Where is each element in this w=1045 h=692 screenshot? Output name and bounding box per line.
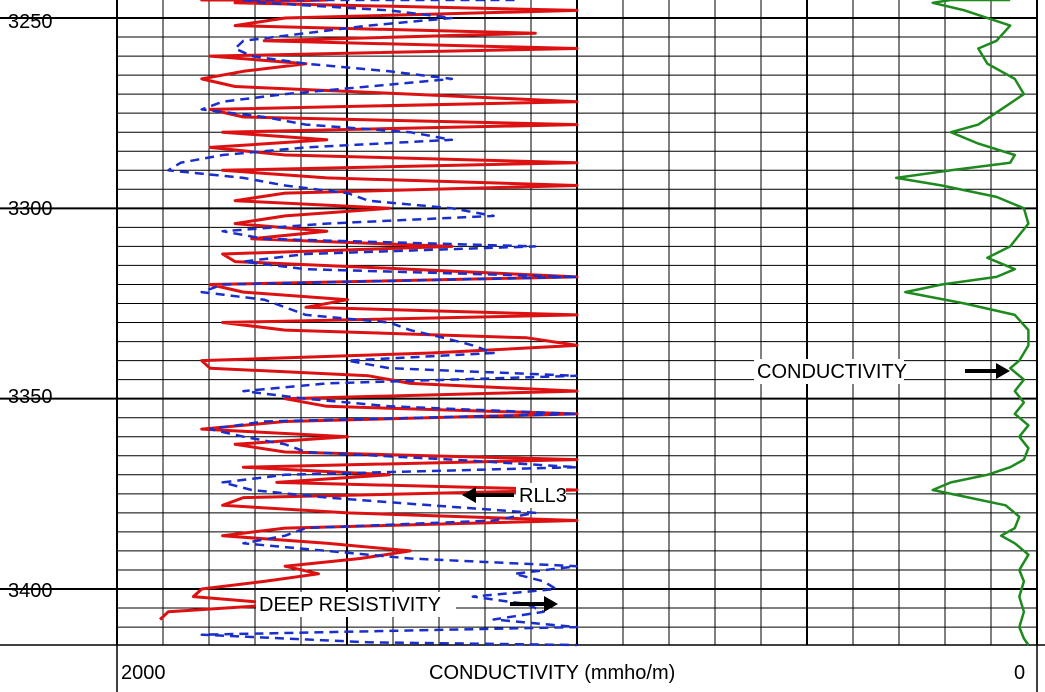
annotation-rll3-label: RLL3 bbox=[519, 485, 567, 507]
annotation-conductivity-bg bbox=[754, 359, 904, 384]
axis-layer: 3250 3300 3350 3400 2000 CONDUCTIVITY (m… bbox=[8, 11, 1025, 684]
annotation-rll3-bg bbox=[516, 483, 566, 508]
x-axis-right-label: 0 bbox=[1014, 662, 1025, 684]
x-axis-left-label: 2000 bbox=[121, 662, 166, 684]
series-conductivity-line bbox=[894, 0, 1030, 646]
annotation-conductivity-arrow-head bbox=[996, 363, 1010, 379]
y-tick-label: 3350 bbox=[8, 386, 53, 408]
y-tick-label: 3300 bbox=[8, 198, 53, 220]
series-rll3-line bbox=[158, 0, 579, 621]
y-tick-label: 3250 bbox=[8, 11, 53, 33]
annotation-layer: CONDUCTIVITY RLL3 DEEP RESISTIVITY bbox=[256, 359, 1010, 617]
series-deep_resistivity-line bbox=[167, 0, 579, 647]
series-layer bbox=[158, 0, 1030, 647]
annotation-deep_resistivity-arrow-head bbox=[544, 596, 558, 612]
x-axis-title: CONDUCTIVITY (mmho/m) bbox=[429, 662, 675, 684]
y-tick-label: 3400 bbox=[8, 580, 53, 602]
annotation-deep_resistivity-bg bbox=[256, 592, 456, 617]
annotation-rll3-arrow-head bbox=[462, 487, 476, 503]
annotation-conductivity-label: CONDUCTIVITY bbox=[757, 361, 907, 383]
annotation-deep_resistivity-label: DEEP RESISTIVITY bbox=[259, 594, 441, 616]
